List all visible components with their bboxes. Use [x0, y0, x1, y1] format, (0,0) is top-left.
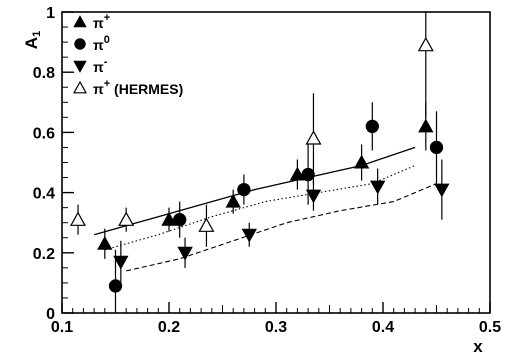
pi-zero-curve	[104, 164, 416, 251]
pi-minus-point	[434, 183, 450, 198]
legend: π+π0π-π+ (HERMES)	[72, 12, 183, 97]
legend-label-pi-zero: π0	[93, 34, 110, 53]
x-axis-title: x	[473, 337, 483, 353]
pi-plus-hermes-point	[118, 211, 135, 226]
y-axis-title-main: A	[22, 37, 41, 49]
legend-label-main: π	[93, 37, 104, 53]
pi-plus-point	[289, 166, 306, 181]
y-tick-label: 0.2	[33, 246, 55, 263]
legend-label-main: π	[93, 15, 104, 31]
pi-minus-point	[241, 228, 257, 243]
x-tick-label: 0.2	[158, 319, 180, 336]
pi-plus-point	[161, 211, 177, 226]
x-tick-label: 0.3	[265, 319, 287, 336]
legend-label-main: π	[93, 81, 104, 97]
legend-marker-pi-plus	[73, 15, 87, 28]
legend-label-sup: +	[104, 12, 110, 24]
pi-zero-point	[173, 213, 187, 227]
pi-zero-point	[365, 119, 379, 134]
x-tick-label: 0.4	[372, 319, 394, 336]
y-tick-label: 0	[46, 306, 55, 323]
pi-plus-hermes-series	[69, 12, 434, 247]
pi-plus-hermes-point	[198, 217, 215, 232]
model-curves	[93, 146, 437, 272]
y-axis-title: A1	[22, 31, 43, 49]
pi-plus-hermes-point	[69, 211, 87, 226]
data-points	[69, 12, 450, 313]
pi-minus-point	[305, 189, 322, 204]
pi-minus-point	[177, 246, 193, 261]
pi-zero-point	[429, 140, 444, 155]
legend-label-sup: -	[104, 56, 108, 68]
y-tick-label: 0.4	[33, 186, 55, 203]
legend-label-pi-minus: π-	[93, 56, 108, 75]
pi-zero-point	[237, 182, 251, 197]
pi-plus-hermes-point	[305, 130, 322, 145]
y-axis-title-sub: 1	[31, 31, 43, 37]
pi-minus-series	[113, 159, 450, 283]
pi-minus-curve	[126, 183, 437, 272]
legend-label-main: π	[93, 59, 104, 75]
y-tick-label: 0.6	[33, 125, 55, 142]
pi-plus-point	[418, 118, 434, 133]
legend-label-sup: +	[104, 78, 110, 90]
legend-marker-pi-zero	[74, 38, 86, 50]
legend-label-sup: 0	[104, 34, 110, 46]
y-tick-label: 0.8	[33, 65, 55, 82]
pi-minus-point	[113, 255, 129, 270]
legend-marker-pi-minus	[73, 60, 87, 73]
pi-zero-point	[108, 279, 123, 293]
pi-plus-point	[225, 193, 241, 208]
pi-plus-point	[97, 235, 113, 250]
x-tick-label: 0.5	[479, 319, 501, 336]
x-tick-label: 0.1	[51, 319, 73, 336]
tick-labels: 0.1 0.2 0.3 0.4 0.5 0 0.2 0.4 0.6 0.8 1	[33, 5, 501, 336]
axis-ticks	[61, 11, 491, 314]
pi-plus-point	[353, 154, 370, 169]
y-tick-label: 1	[46, 5, 55, 22]
legend-marker-pi-plus-hermes	[72, 80, 88, 94]
pi-zero-series	[108, 102, 444, 313]
legend-label-pi-plus: π+	[93, 12, 110, 31]
pi-plus-curve	[93, 146, 416, 236]
pi-plus-hermes-point	[417, 36, 434, 52]
pi-zero-point	[301, 167, 315, 182]
pi-plus-series	[97, 102, 434, 259]
pi-minus-point	[370, 180, 386, 195]
legend-label-suffix: (HERMES)	[110, 81, 183, 97]
legend-label-pi-plus-hermes: π+ (HERMES)	[93, 78, 183, 97]
